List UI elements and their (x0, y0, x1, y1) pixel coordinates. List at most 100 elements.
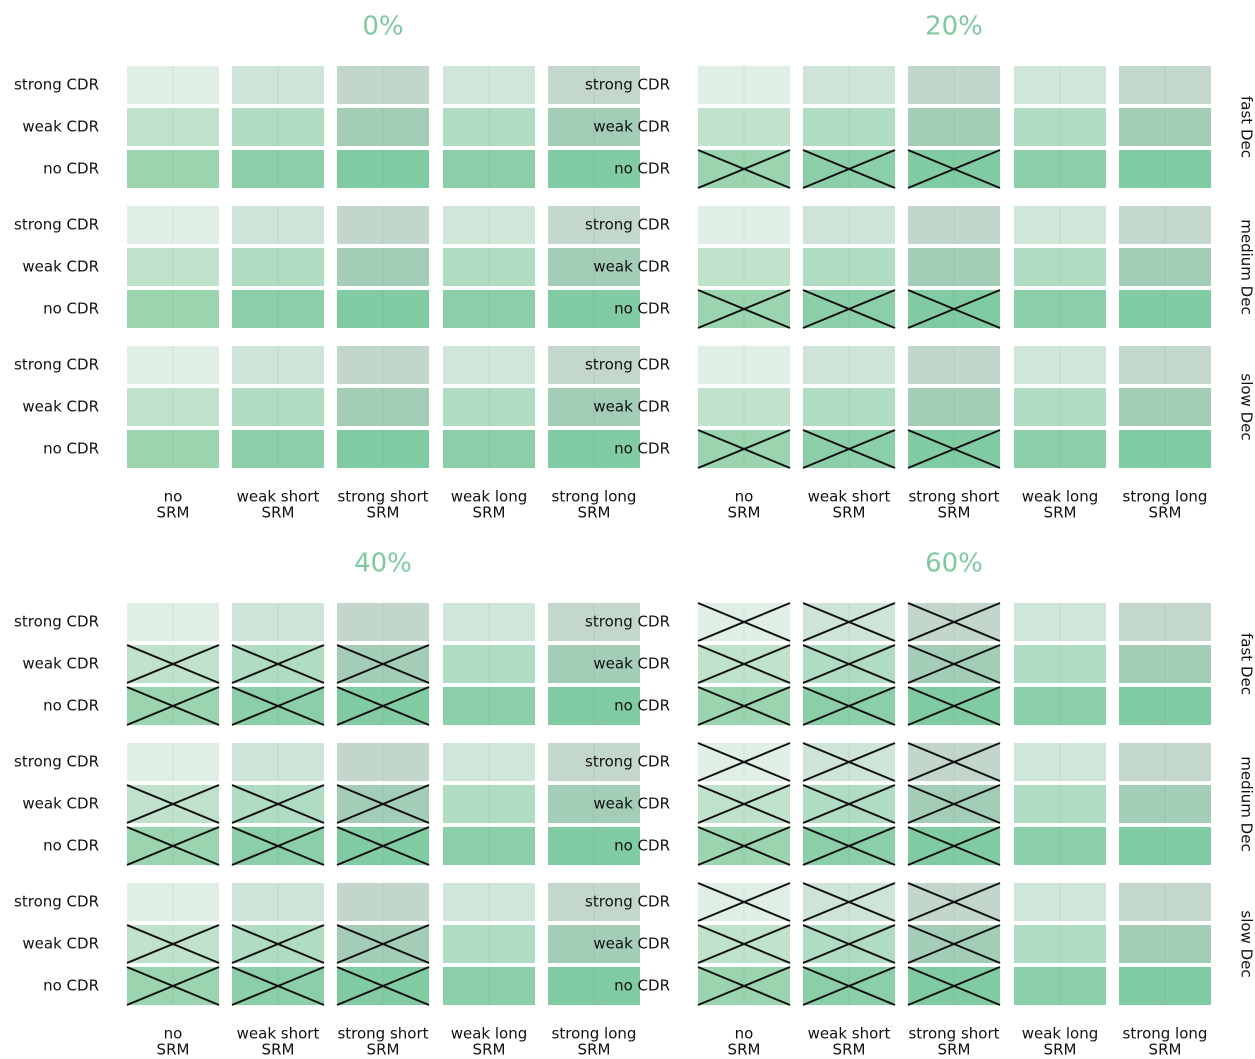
group-label: slow Dec (1238, 910, 1255, 977)
cross-stroke (802, 966, 896, 1006)
cell (548, 388, 640, 426)
row-label: weak CDR (593, 398, 670, 416)
cross-stroke (802, 289, 896, 329)
cell (1119, 967, 1211, 1005)
cross-stroke (802, 742, 896, 782)
column-label: SRM (578, 504, 611, 522)
column-label: weak short (237, 1025, 320, 1043)
cell (548, 108, 640, 146)
cell (443, 743, 535, 781)
cross (802, 826, 896, 866)
row-label: no CDR (614, 160, 670, 178)
row-label: strong CDR (14, 356, 99, 374)
cross (697, 966, 791, 1006)
cross (907, 882, 1001, 922)
cell (1119, 248, 1211, 286)
cell (443, 150, 535, 188)
cross (336, 644, 430, 684)
cell (803, 206, 895, 244)
column-label: SRM (262, 504, 295, 522)
row-label: weak CDR (22, 258, 99, 276)
row-label: no CDR (614, 977, 670, 995)
column-label: strong short (337, 488, 428, 506)
cell (127, 388, 219, 426)
cross-stroke (697, 602, 791, 642)
cell (548, 645, 640, 683)
column-label: strong short (908, 488, 999, 506)
cross-stroke (231, 784, 325, 824)
column-label: SRM (473, 1041, 506, 1059)
row-label: strong CDR (14, 76, 99, 94)
cross (126, 644, 220, 684)
cell (548, 827, 640, 865)
cell (127, 108, 219, 146)
row-label: strong CDR (585, 76, 670, 94)
cell (548, 883, 640, 921)
group-label: fast Dec (1238, 633, 1255, 695)
cell (232, 206, 324, 244)
panel-title: 0% (362, 12, 403, 42)
row-label: no CDR (43, 440, 99, 458)
cell (337, 603, 429, 641)
cross (697, 429, 791, 469)
cross-stroke (907, 429, 1001, 469)
cell (127, 150, 219, 188)
row-label: no CDR (43, 837, 99, 855)
cell (337, 108, 429, 146)
cell (443, 925, 535, 963)
cross (802, 149, 896, 189)
cross-stroke (336, 966, 430, 1006)
cell (443, 785, 535, 823)
cell (698, 346, 790, 384)
cross-stroke (697, 882, 791, 922)
cell (443, 603, 535, 641)
cross (907, 924, 1001, 964)
cross-stroke (802, 429, 896, 469)
cell (1119, 645, 1211, 683)
cell (232, 108, 324, 146)
row-label: strong CDR (585, 613, 670, 631)
cell (1119, 785, 1211, 823)
row-label: strong CDR (14, 753, 99, 771)
cell (1119, 743, 1211, 781)
column-label: weak long (1022, 1025, 1099, 1043)
cell (127, 430, 219, 468)
cell (232, 388, 324, 426)
cross (697, 602, 791, 642)
row-label: strong CDR (14, 613, 99, 631)
cell (548, 346, 640, 384)
row-label: weak CDR (22, 398, 99, 416)
cross (907, 966, 1001, 1006)
cross (697, 924, 791, 964)
cross-stroke (336, 924, 430, 964)
cross-stroke (697, 924, 791, 964)
cross (697, 149, 791, 189)
cell (337, 883, 429, 921)
row-label: weak CDR (22, 935, 99, 953)
cross-stroke (697, 966, 791, 1006)
column-label: SRM (157, 504, 190, 522)
cross (126, 924, 220, 964)
column-label: SRM (1044, 1041, 1077, 1059)
group-label: fast Dec (1238, 96, 1255, 158)
cell (1014, 66, 1106, 104)
cross-stroke (697, 289, 791, 329)
cross (231, 644, 325, 684)
cross (126, 826, 220, 866)
column-label: SRM (367, 504, 400, 522)
cell (1119, 827, 1211, 865)
cross (231, 686, 325, 726)
cross (231, 924, 325, 964)
cross-stroke (802, 784, 896, 824)
column-label: strong short (337, 1025, 428, 1043)
cell (548, 150, 640, 188)
cross-stroke (907, 644, 1001, 684)
column-label: weak long (1022, 488, 1099, 506)
cell (1119, 430, 1211, 468)
cross (697, 784, 791, 824)
row-label: no CDR (43, 977, 99, 995)
cross (126, 784, 220, 824)
cross (907, 644, 1001, 684)
row-label: no CDR (614, 837, 670, 855)
column-label: SRM (473, 504, 506, 522)
